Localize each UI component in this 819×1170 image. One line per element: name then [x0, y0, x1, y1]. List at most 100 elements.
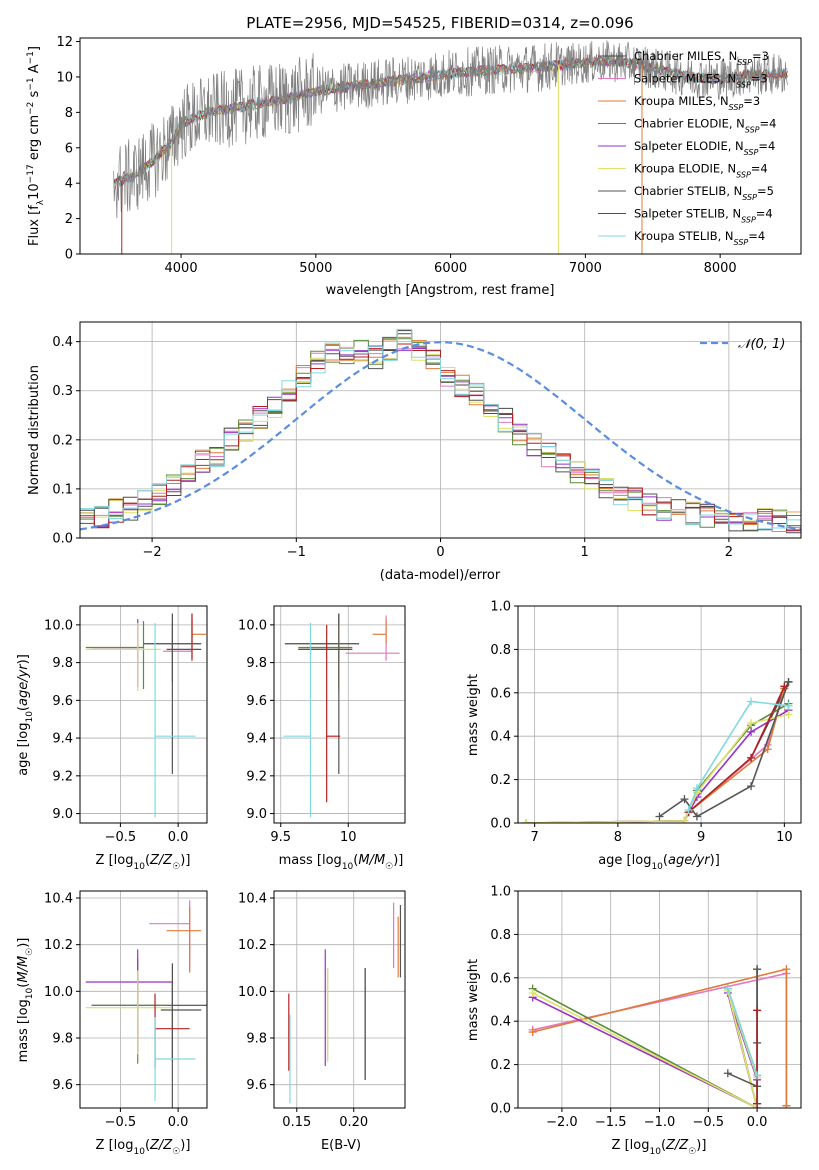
label-part: )] — [696, 1138, 706, 1153]
y-tick-label: 0.4 — [52, 335, 73, 350]
legend-part: Salpeter STELIB, N — [634, 207, 741, 221]
legend-part: =4 — [758, 139, 775, 153]
x-tick-label: −1 — [287, 545, 306, 560]
y-tick-label: 0.6 — [490, 971, 511, 986]
axes-frame — [79, 890, 208, 1109]
weight-marker — [780, 682, 789, 691]
label-part: ☉ — [172, 1147, 180, 1157]
label-part: )] — [16, 654, 31, 664]
label-part: ☉ — [172, 862, 180, 872]
weight-vs-metallicity-panel: −2.0 −1.5 −1.0 −0.5 0.0 0.0 0.2 0.4 0.6 0.8 1.0 Z [… — [466, 885, 802, 1157]
y-axis-label: mass weight — [466, 674, 481, 756]
label-part: ☉ — [688, 1147, 696, 1157]
x-tick-label: 0.20 — [339, 1115, 368, 1130]
axes-frame — [273, 890, 406, 1109]
legend-part: =4 — [748, 229, 765, 243]
legend-part: =3 — [751, 72, 768, 86]
y-tick-label: 1.0 — [490, 885, 511, 900]
y-tick-label: 10 — [56, 70, 73, 85]
axes-frame — [79, 37, 802, 255]
weight-marker — [528, 1028, 537, 1037]
y-tick-label: 9.2 — [246, 769, 267, 784]
y-tick-label: 4 — [65, 177, 73, 192]
legend-part: SSP — [744, 148, 759, 157]
legend-label: Kroupa MILES, NSSP=3 — [634, 94, 760, 112]
label-part: age/yr — [668, 853, 711, 868]
y-tick-label: 9.6 — [52, 694, 73, 709]
weight-marker — [528, 988, 537, 997]
legend-part: Salpeter MILES, N — [634, 72, 736, 86]
axes-frame — [273, 605, 406, 824]
legend-part: Chabrier STELIB, N — [634, 184, 742, 198]
y-tick-label: 0.4 — [490, 1015, 511, 1030]
legend-part: SSP — [736, 170, 751, 179]
weight-marker — [782, 1101, 791, 1108]
y-tick-label: 9.0 — [246, 807, 267, 822]
label-part: ] — [27, 46, 42, 51]
x-axis-label: E(B-V) — [321, 1138, 361, 1153]
weight-marker — [747, 727, 756, 736]
axes-frame — [517, 605, 802, 824]
label-part: M/M — [358, 853, 385, 868]
x-axis-label: wavelength [Angstrom, rest frame] — [326, 283, 555, 298]
legend-part: Kroupa STELIB, N — [634, 229, 734, 243]
y-tick-label: 10.4 — [44, 892, 73, 907]
legend-part: SSP — [745, 125, 760, 134]
label-part: )] — [710, 853, 720, 868]
weight-marker — [655, 812, 664, 821]
legend-part: Kroupa ELODIE, N — [634, 162, 736, 176]
weight-marker — [747, 719, 756, 728]
label-part: Z/Z — [149, 1138, 173, 1153]
x-axis-label: Z [log10(Z/Z☉)] — [96, 1138, 191, 1157]
figure-title: PLATE=2956, MJD=54525, FIBERID=0314, z=0… — [246, 14, 633, 32]
y-tick-label: 0.1 — [52, 482, 73, 497]
legend-label: Salpeter ELODIE, NSSP=4 — [634, 139, 775, 157]
x-tick-label: 5000 — [299, 261, 332, 276]
label-part: 10 — [133, 862, 145, 872]
x-tick-label: 10 — [776, 830, 793, 845]
weight-marker — [723, 984, 732, 993]
label-part: −2 — [26, 102, 36, 115]
x-tick-label: 2 — [725, 545, 733, 560]
x-tick-label: 0 — [436, 545, 444, 560]
legend-part: =4 — [760, 117, 777, 131]
weight-marker — [782, 965, 791, 974]
legend-label: Kroupa ELODIE, NSSP=4 — [634, 162, 768, 180]
weight-marker — [680, 795, 689, 804]
normal-curve — [80, 341, 801, 531]
label-part: ☉ — [25, 948, 35, 956]
legend-part: =5 — [757, 184, 774, 198]
y-tick-label: 9.6 — [52, 1078, 73, 1093]
y-tick-label: 0.8 — [490, 928, 511, 943]
legend-label: Kroupa STELIB, NSSP=4 — [634, 229, 765, 247]
y-tick-label: 10.2 — [238, 938, 267, 953]
y-tick-label: 8 — [65, 106, 73, 121]
legend-part: SSP — [741, 215, 756, 224]
x-tick-label: 7000 — [569, 261, 602, 276]
y-tick-label: 9.4 — [246, 732, 267, 747]
legend-part: Salpeter ELODIE, N — [634, 139, 744, 153]
weight-marker — [753, 1099, 762, 1108]
weight-marker — [747, 753, 756, 762]
weight-line — [727, 988, 758, 1076]
legend-part: SSP — [737, 58, 752, 67]
x-tick-label: 1 — [581, 545, 589, 560]
weight-line — [687, 700, 789, 811]
x-tick-label: 7 — [531, 830, 539, 845]
x-tick-label: −0.5 — [693, 1115, 725, 1130]
label-part: s — [27, 90, 42, 101]
label-part: ( — [16, 983, 31, 988]
y-tick-label: 9.8 — [52, 656, 73, 671]
label-part: −17 — [26, 164, 36, 183]
plot-area — [522, 677, 793, 823]
weight-marker — [747, 697, 756, 706]
x-tick-label: 8000 — [704, 261, 737, 276]
y-tick-label: 9.6 — [246, 1078, 267, 1093]
y-tick-label: 10.0 — [44, 618, 73, 633]
label-part: ( — [663, 853, 668, 868]
y-tick-label: 12 — [56, 35, 73, 50]
plot-area — [85, 900, 207, 1108]
